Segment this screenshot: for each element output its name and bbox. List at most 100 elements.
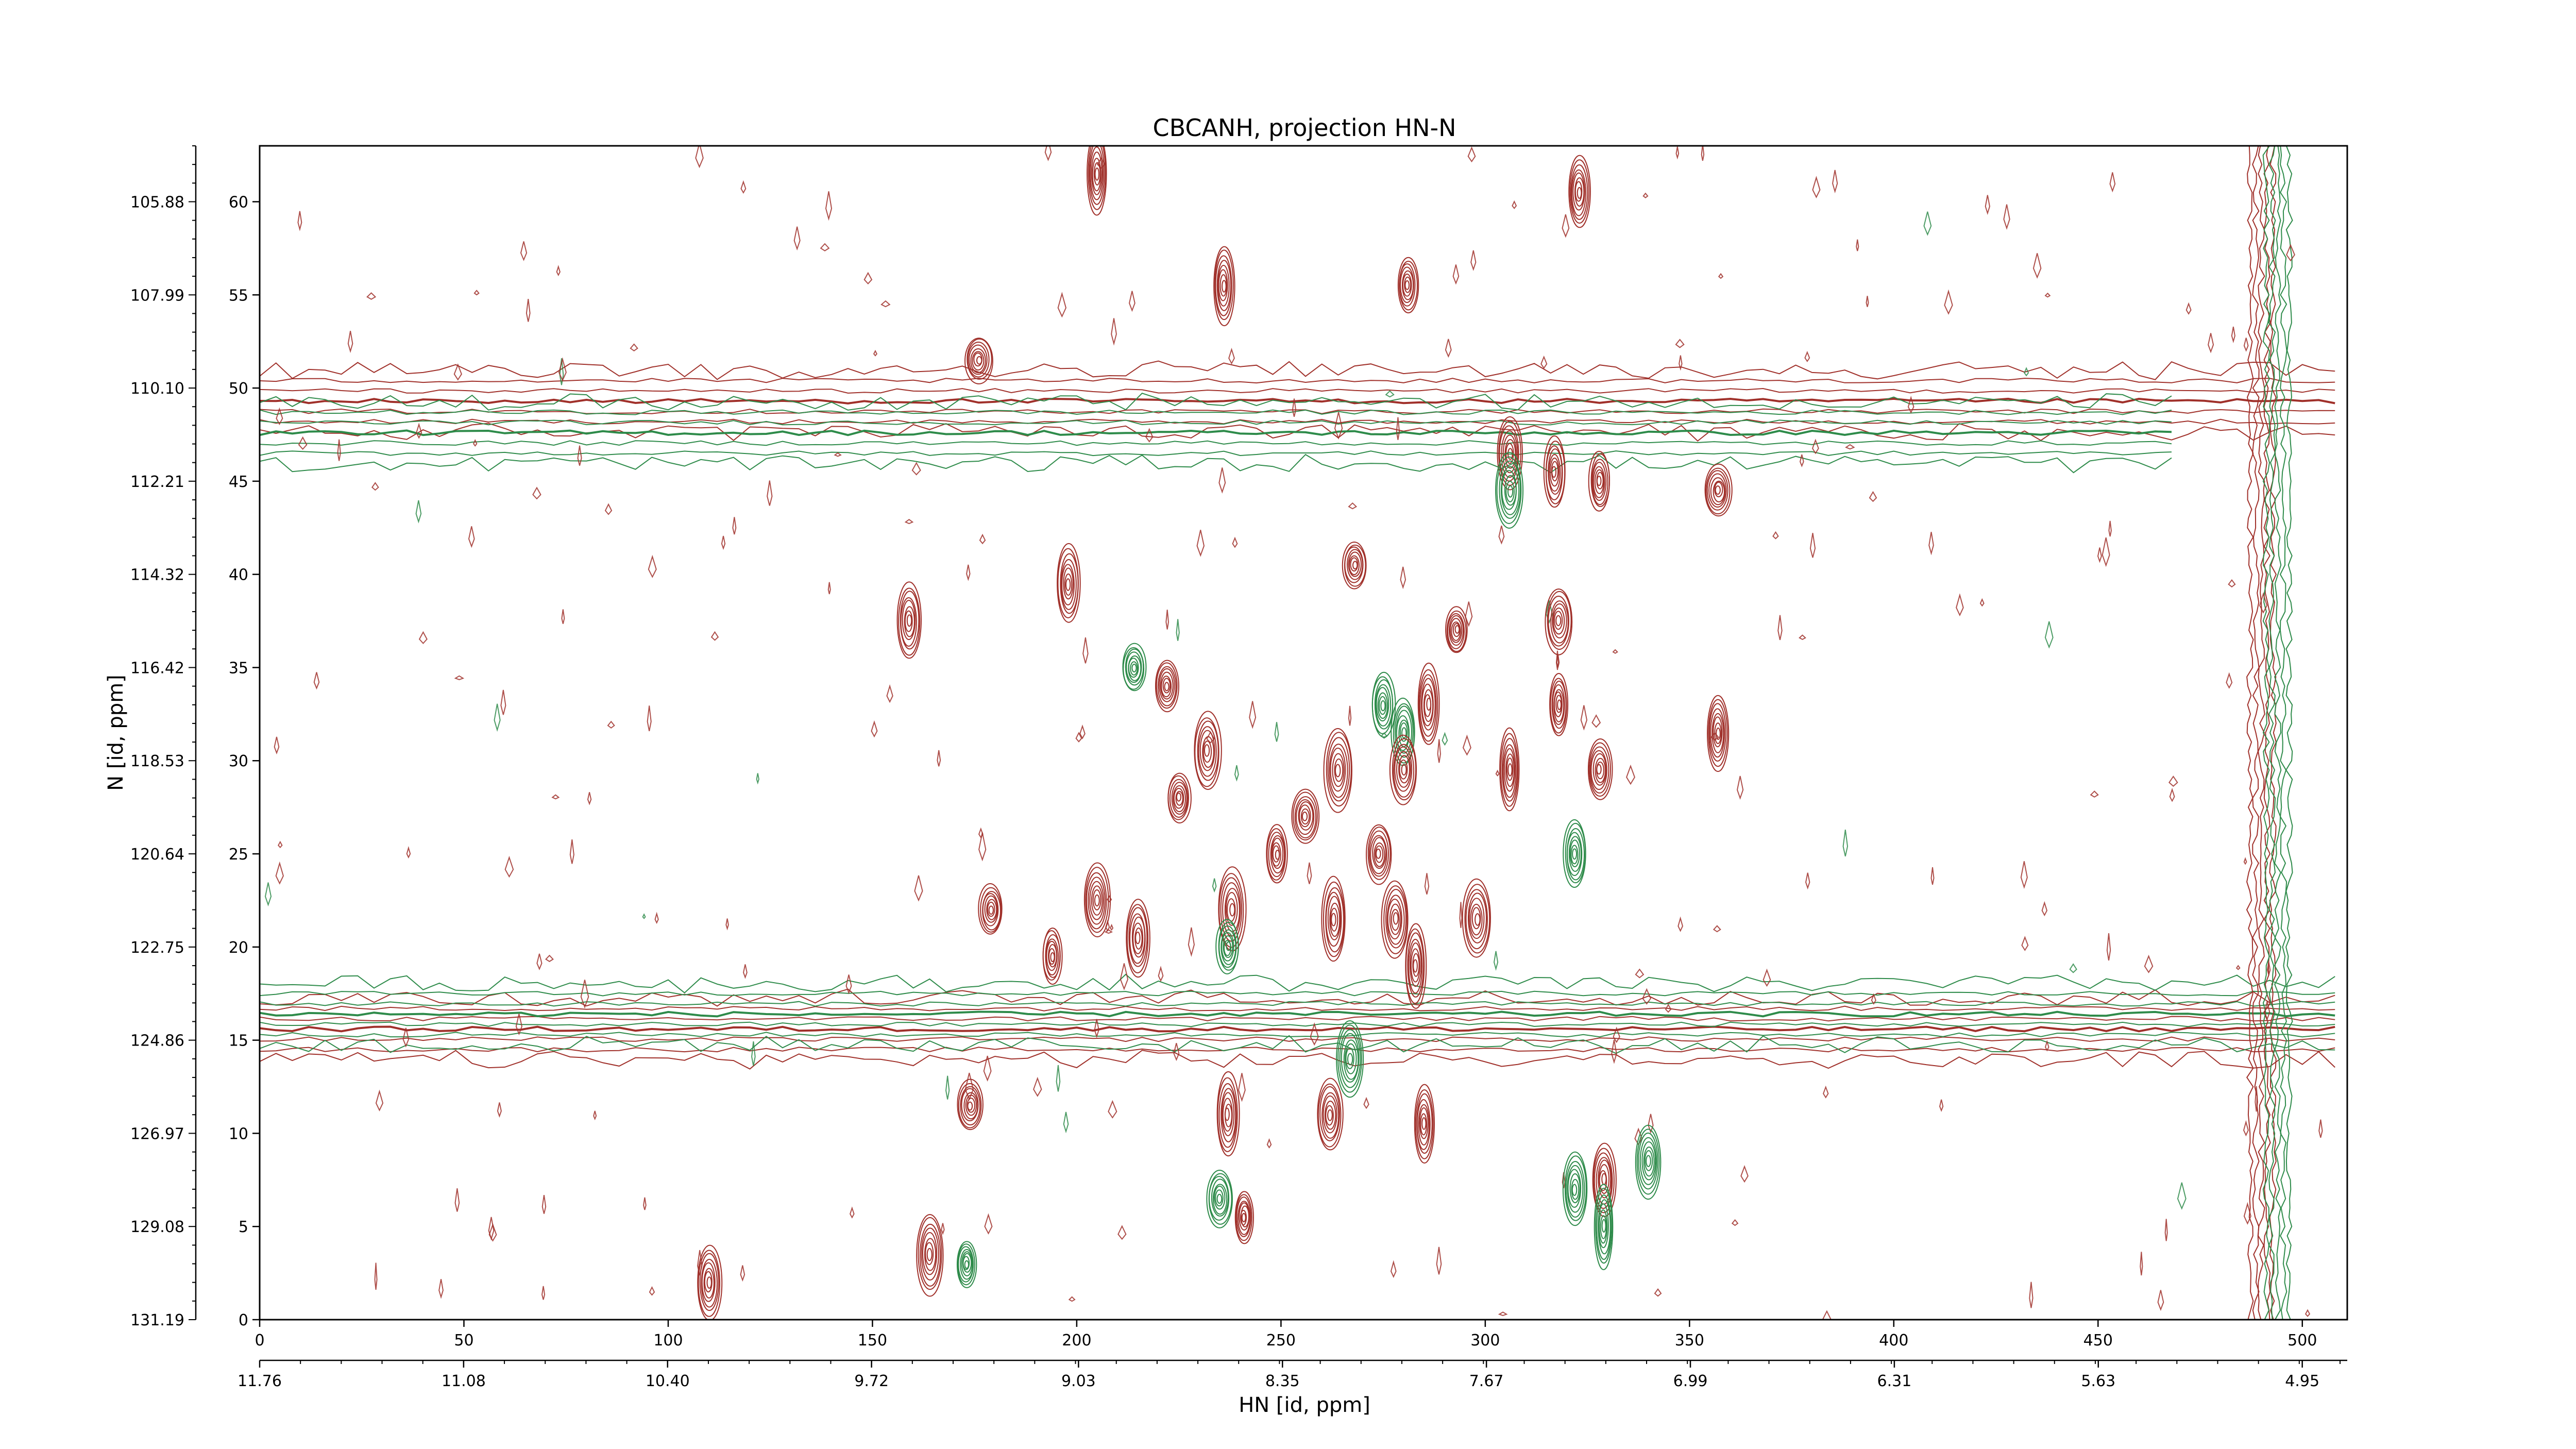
noise-speckle [1562,214,1570,238]
peak-contour [1397,257,1419,314]
peak-contour [1551,466,1557,478]
noise-speckle [515,1014,523,1036]
peak [1549,672,1569,736]
noise-speckle [850,1206,855,1219]
noise-speckle [937,750,941,767]
peak-contour [1214,1186,1226,1210]
peak-contour [976,356,982,365]
x-ppm-axis: 11.76 11.08 10.40 9.72 9.03 8.35 7.67 6.99 6.31 5… [238,1359,2347,1390]
noise-speckle [374,1262,378,1290]
y-tick-label: 45 [229,473,248,491]
peak-contour [900,597,917,647]
peak-contour [1414,1084,1435,1164]
peak-contour [1704,463,1733,517]
peak-contour [1215,255,1232,316]
peak [1042,928,1063,985]
peak-contour [1224,1107,1230,1121]
noise-speckle [532,486,541,500]
peak-contour [1291,788,1320,844]
noise-speckle [654,912,659,924]
peak-contour [1167,775,1189,820]
noise-speckle [2243,1120,2249,1137]
noise-speckle [1437,739,1441,763]
peak-contour [1300,808,1310,825]
noise-speckle [767,480,773,506]
noise-speckle [2029,1282,2033,1308]
peak-contour [1502,434,1517,474]
peak-contour [924,1238,937,1271]
peak-contour [1419,674,1437,737]
peak-contour [1714,722,1722,744]
noise-speckle [1173,1043,1180,1062]
y-tick-label: 15 [229,1032,248,1050]
peak-contour [1646,1155,1651,1167]
noise-speckle [1512,200,1517,209]
peak [1587,738,1613,800]
noise-speckle [1762,968,1771,987]
peak-contour [921,1227,939,1281]
peak-contour [982,893,999,926]
noise-speckle [500,689,506,715]
peak-contour [1063,567,1074,600]
noise-speckle [1805,872,1810,890]
x-ppm-tick-label: 9.03 [1061,1372,1096,1390]
x-ppm-tick-label: 4.95 [2285,1372,2319,1390]
noise-speckle [418,631,428,645]
peak-contour [1198,726,1217,777]
peak-contour [1156,662,1178,709]
noise-speckle [1068,1296,1076,1302]
horizontal-ridge-contour [260,990,2335,997]
noise-speckle [1772,531,1779,540]
noise-speckle [2032,253,2042,279]
y-tick-label: 60 [229,193,248,211]
peak-contour [1426,697,1432,711]
noise-speckle [825,191,833,221]
ridge-layer [260,146,2335,1320]
peak-contour [1319,1086,1340,1141]
noise-speckle [1108,1100,1117,1119]
noise-speckle [1822,1085,1829,1099]
peak-contour [1507,763,1513,777]
peak-contour [1416,1099,1431,1150]
noise-speckle [1228,347,1235,365]
noise-speckle [984,1213,993,1235]
noise-speckle [979,533,986,545]
peak-contour [1236,1197,1251,1237]
noise-speckle [2228,579,2236,588]
peak [1414,1084,1435,1164]
peak-contour [1381,880,1409,959]
noise-speckle [2185,302,2192,315]
peak-contour [1569,1173,1581,1203]
noise-speckle [1923,211,1932,236]
noise-speckle [1809,533,1816,558]
peak-contour [963,1092,978,1120]
noise-speckle [1612,649,1618,654]
peak [896,581,922,659]
noise-speckle [580,980,589,1009]
peak-contour [1571,1184,1578,1196]
peak-contour [701,1262,716,1302]
peak-contour [1374,842,1385,867]
noise-speckle [2264,1001,2270,1021]
noise-speckle [1380,732,1388,739]
peak-contour [1386,895,1405,945]
noise-speckle [406,846,411,859]
peak-contour [1160,671,1174,700]
noise-speckle [1094,1019,1099,1038]
peak-contour [1595,757,1606,783]
peak-contour [1412,953,1420,977]
noise-speckle [488,1223,497,1242]
peak-contour [1418,1104,1430,1145]
peak-contour [1446,610,1467,652]
y-axis-label: N [id, ppm] [104,675,128,791]
noise-speckle [2044,1040,2049,1052]
peak-contour [1552,603,1567,638]
noise-speckle [416,423,422,439]
peak-contour [1060,559,1077,610]
peak [1635,1124,1662,1200]
horizontal-ridge-contour [260,1005,2335,1012]
noise-speckle [274,736,280,755]
y-ppm-tick-label: 107.99 [130,287,184,305]
peak [697,1244,723,1320]
